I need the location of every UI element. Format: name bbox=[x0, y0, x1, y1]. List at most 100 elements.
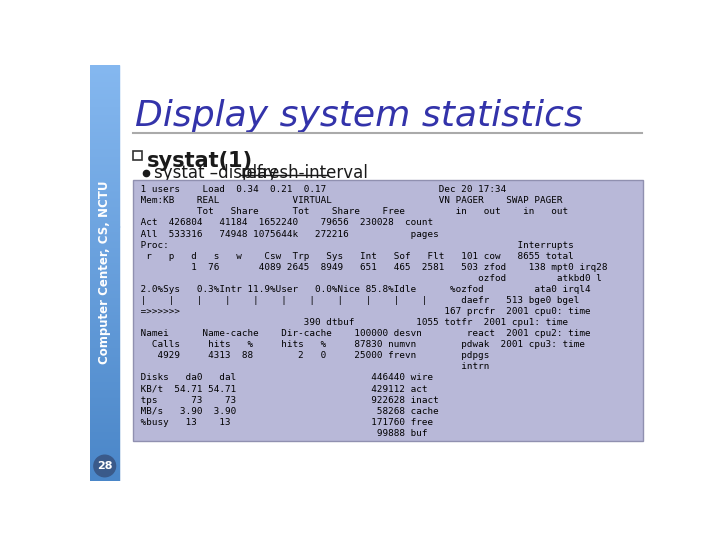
Bar bbox=[90, 375, 120, 376]
Bar bbox=[90, 475, 120, 476]
Text: 4929     4313  88        2   0     25000 frevn        pdpgs: 4929 4313 88 2 0 25000 frevn pdpgs bbox=[135, 352, 490, 360]
Bar bbox=[90, 477, 120, 478]
Bar bbox=[90, 167, 120, 168]
Bar bbox=[90, 156, 120, 157]
Bar bbox=[90, 123, 120, 124]
Bar bbox=[90, 447, 120, 448]
Bar bbox=[90, 265, 120, 266]
Bar bbox=[90, 441, 120, 442]
Bar bbox=[90, 193, 120, 194]
Bar bbox=[90, 298, 120, 299]
Bar bbox=[90, 478, 120, 479]
Bar bbox=[90, 423, 120, 424]
Bar bbox=[90, 200, 120, 201]
Bar bbox=[90, 279, 120, 280]
Bar bbox=[90, 383, 120, 384]
Bar bbox=[90, 93, 120, 94]
Bar bbox=[90, 240, 120, 241]
Bar bbox=[90, 450, 120, 451]
Bar bbox=[90, 338, 120, 339]
Bar bbox=[90, 271, 120, 272]
Bar bbox=[90, 307, 120, 308]
Bar bbox=[90, 269, 120, 271]
Bar bbox=[90, 345, 120, 346]
Bar bbox=[90, 233, 120, 234]
Bar bbox=[90, 199, 120, 200]
Bar bbox=[90, 365, 120, 366]
Bar bbox=[90, 217, 120, 218]
Bar bbox=[90, 267, 120, 268]
Bar bbox=[90, 445, 120, 446]
Bar bbox=[90, 210, 120, 211]
Bar bbox=[90, 378, 120, 379]
Bar bbox=[90, 135, 120, 136]
Text: All  533316   74948 1075644k   272216           pages: All 533316 74948 1075644k 272216 pages bbox=[135, 230, 438, 239]
Bar bbox=[90, 175, 120, 176]
Bar bbox=[90, 388, 120, 389]
Bar bbox=[90, 318, 120, 319]
Bar bbox=[90, 221, 120, 222]
Bar bbox=[90, 96, 120, 97]
Bar bbox=[90, 385, 120, 386]
Bar bbox=[90, 281, 120, 282]
Bar bbox=[90, 322, 120, 323]
Bar bbox=[90, 113, 120, 114]
Bar bbox=[90, 459, 120, 460]
Bar bbox=[90, 239, 120, 240]
Bar bbox=[90, 121, 120, 122]
Bar bbox=[90, 299, 120, 300]
Bar bbox=[90, 426, 120, 427]
Bar bbox=[90, 434, 120, 435]
Bar bbox=[90, 387, 120, 388]
Bar bbox=[90, 122, 120, 123]
Bar bbox=[90, 454, 120, 455]
Bar bbox=[90, 94, 120, 95]
Bar bbox=[90, 311, 120, 312]
Bar bbox=[90, 440, 120, 441]
Bar bbox=[90, 174, 120, 175]
Text: Display system statistics: Display system statistics bbox=[135, 99, 582, 133]
Bar bbox=[90, 312, 120, 313]
Bar bbox=[90, 134, 120, 135]
Bar bbox=[90, 222, 120, 224]
Text: 99888 buf: 99888 buf bbox=[135, 429, 428, 438]
Bar bbox=[90, 439, 120, 440]
Bar bbox=[90, 326, 120, 327]
Bar bbox=[90, 191, 120, 192]
Bar bbox=[90, 143, 120, 144]
Bar bbox=[90, 194, 120, 195]
Bar bbox=[90, 207, 120, 208]
Text: Computer Center, CS, NCTU: Computer Center, CS, NCTU bbox=[98, 181, 111, 364]
Bar bbox=[90, 102, 120, 103]
Bar bbox=[90, 368, 120, 369]
Text: tps      73    73                        922628 inact: tps 73 73 922628 inact bbox=[135, 396, 438, 404]
Bar bbox=[90, 183, 120, 184]
Bar bbox=[90, 474, 120, 475]
Bar bbox=[90, 300, 120, 301]
Bar bbox=[90, 422, 120, 423]
Bar bbox=[90, 442, 120, 443]
Bar bbox=[90, 372, 120, 373]
Bar bbox=[90, 310, 120, 311]
Bar bbox=[90, 433, 120, 434]
Bar bbox=[90, 231, 120, 232]
Bar bbox=[90, 278, 120, 279]
Bar bbox=[90, 262, 120, 264]
Bar bbox=[90, 398, 120, 399]
Bar bbox=[90, 438, 120, 439]
Bar bbox=[90, 405, 120, 406]
Bar bbox=[90, 321, 120, 322]
Bar bbox=[90, 335, 120, 336]
Bar bbox=[90, 336, 120, 338]
Bar bbox=[90, 343, 120, 345]
Bar bbox=[90, 325, 120, 326]
Bar bbox=[90, 178, 120, 179]
Bar bbox=[90, 249, 120, 251]
Bar bbox=[90, 69, 120, 70]
Bar bbox=[90, 480, 120, 481]
Bar bbox=[90, 413, 120, 414]
Bar bbox=[90, 255, 120, 256]
Bar bbox=[90, 197, 120, 198]
Bar bbox=[90, 254, 120, 255]
Bar bbox=[90, 467, 120, 468]
